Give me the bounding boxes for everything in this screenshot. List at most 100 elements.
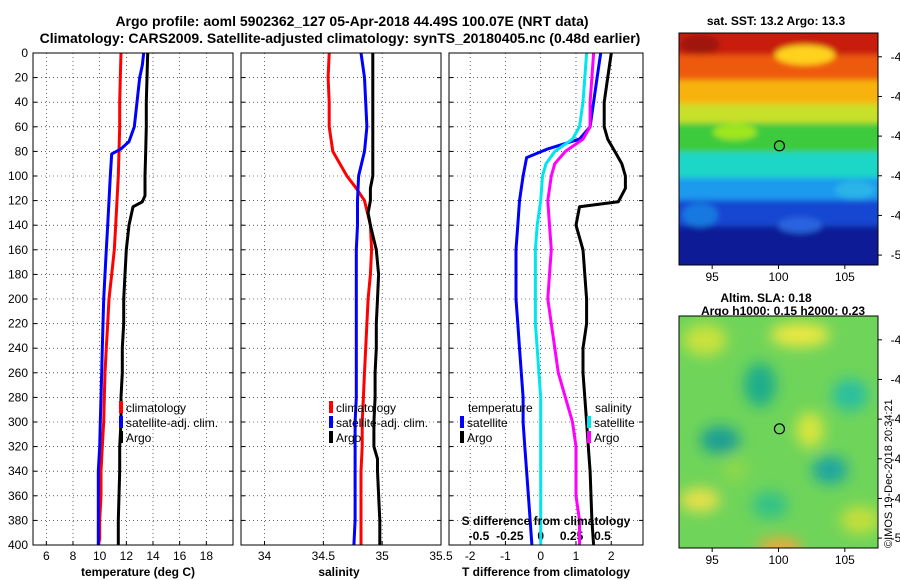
legend-swatch-climatology	[119, 401, 123, 413]
legend-satellite: satellite-adj. clim.	[336, 416, 428, 430]
map-x-tick-label: 95	[705, 553, 719, 567]
map-y-tick-label: -46	[891, 452, 900, 466]
difference-xlabel: T difference from climatology	[462, 565, 630, 579]
legend-swatch-climatology	[329, 401, 333, 413]
legend-swatch-s-argo	[587, 431, 591, 443]
legend-climatology: climatology	[126, 401, 186, 415]
x-tick-label: 1	[573, 549, 580, 563]
series-line-t-argo	[574, 52, 627, 546]
legend-swatch-argo	[119, 431, 123, 443]
depth-tick-label: 20	[15, 71, 29, 85]
map-y-tick-label: -46	[891, 169, 900, 183]
map-y-tick-label: -40	[891, 333, 900, 347]
salinity-legend: climatology satellite-adj. clim. Argo	[329, 401, 428, 445]
legend-swatch-satellite	[119, 416, 123, 428]
depth-tick-label: 140	[8, 218, 28, 232]
map-x-tick-label: 100	[768, 553, 788, 567]
s-diff-tick-label: 0.25	[560, 529, 584, 543]
legend-swatch-t-argo	[460, 431, 464, 443]
x-tick-label: 34	[258, 549, 272, 563]
title-line-2: Climatology: CARS2009. Satellite-adjuste…	[40, 30, 641, 46]
argo-position-marker	[773, 140, 786, 152]
x-tick-label: 35	[375, 549, 389, 563]
series-line-climatology	[96, 52, 123, 546]
legend-salinity-title: salinity	[595, 401, 632, 415]
depth-tick-label: 320	[8, 440, 28, 454]
x-tick-label: 18	[200, 549, 214, 563]
legend-temperature-title: temperature	[468, 401, 533, 415]
sst-map	[679, 33, 878, 265]
depth-tick-label: 360	[8, 489, 28, 503]
legend-swatch-argo	[329, 431, 333, 443]
map-x-tick-label: 105	[835, 553, 855, 567]
salinity-xlabel: salinity	[318, 565, 360, 579]
sla-map-title-1: Altim. SLA: 0.18	[720, 291, 812, 305]
series-line-satellite-adj-clim-	[96, 52, 146, 545]
depth-tick-label: 380	[8, 513, 28, 527]
depth-tick-label: 0	[21, 46, 28, 60]
x-tick-label: -2	[465, 549, 476, 563]
map-x-tick-label: 105	[835, 270, 855, 284]
depth-axis-labels: 0 20 40 60 80 100 120 140 160 180 200 220 240 260 280 3…	[8, 46, 28, 552]
s-diff-tick-label: -0.25	[496, 529, 524, 543]
legend-swatch-s-satellite	[587, 416, 591, 428]
map-x-tick-label: 100	[768, 270, 788, 284]
series-line-s-satellite	[533, 52, 589, 545]
depth-tick-label: 80	[15, 144, 29, 158]
legend-s-argo: Argo	[594, 431, 620, 445]
temperature-panel: 6 8 10 12 14 16 18	[32, 52, 234, 563]
map-y-tick-label: -44	[891, 412, 900, 426]
depth-tick-label: 160	[8, 243, 28, 257]
panel-frame	[240, 52, 442, 546]
timestamp: ©IMOS 19-Dec-2018 20:34:21	[883, 399, 895, 548]
s-diff-tick-label: -0.5	[469, 529, 490, 543]
depth-tick-label: 280	[8, 390, 28, 404]
legend-argo: Argo	[126, 431, 152, 445]
depth-tick-label: 260	[8, 366, 28, 380]
depth-tick-label: 200	[8, 292, 28, 306]
legend-argo: Argo	[336, 431, 362, 445]
legend-t-argo: Argo	[467, 431, 493, 445]
series-line-argo	[366, 53, 382, 545]
panel-frame	[448, 52, 644, 546]
depth-tick-label: 100	[8, 169, 28, 183]
sla-map-title-2: Argo h1000: 0.15 h2000: 0.23	[701, 304, 865, 318]
argo-position-marker	[773, 423, 786, 435]
x-tick-label: 12	[120, 549, 134, 563]
depth-tick-label: 40	[15, 95, 29, 109]
map-y-tick-label: -42	[891, 372, 900, 386]
salinity-panel: 34 34.5 35 35.5	[240, 52, 453, 563]
series-line-t-satellite	[514, 52, 603, 546]
x-tick-label: 16	[173, 549, 187, 563]
legend-swatch-satellite	[329, 416, 333, 428]
difference-legend: temperature satellite Argo salinity sate…	[460, 401, 635, 445]
x-tick-label: 0	[537, 549, 544, 563]
difference-panel: -2 -1 0 1 2-0.5 -0.25 0 0.25 0.5	[448, 52, 644, 563]
series-line-s-argo	[546, 52, 596, 545]
legend-swatch-t-satellite	[460, 416, 464, 428]
depth-tick-label: 300	[8, 415, 28, 429]
sla-map-axes: 95 100 105 -40 -42 -44 -46 -48 -50	[705, 333, 900, 567]
sst-map-title: sat. SST: 13.2 Argo: 13.3	[707, 14, 846, 28]
x-tick-label: 10	[93, 549, 107, 563]
legend-s-satellite: satellite	[594, 416, 635, 430]
sla-map	[679, 316, 878, 548]
x-tick-label: 34.5	[312, 549, 336, 563]
series-line-satellite-adj-clim-	[352, 52, 369, 546]
legend-t-satellite: satellite	[467, 416, 508, 430]
x-tick-label: 14	[146, 549, 160, 563]
x-tick-label: -1	[500, 549, 511, 563]
depth-tick-label: 180	[8, 267, 28, 281]
s-diff-tick-label: 0.5	[594, 529, 611, 543]
title-line-1: Argo profile: aoml 5902362_127 05-Apr-20…	[115, 13, 588, 29]
depth-tick-label: 60	[15, 120, 29, 134]
depth-tick-label: 340	[8, 464, 28, 478]
s-difference-label: S difference from climatology	[462, 514, 631, 528]
depth-tick-label: 240	[8, 341, 28, 355]
x-tick-label: 2	[608, 549, 615, 563]
map-y-tick-label: -48	[891, 491, 900, 505]
map-y-tick-label: -44	[891, 129, 900, 143]
map-x-tick-label: 95	[705, 270, 719, 284]
series-line-climatology	[326, 52, 374, 545]
series-line-argo	[116, 52, 150, 545]
